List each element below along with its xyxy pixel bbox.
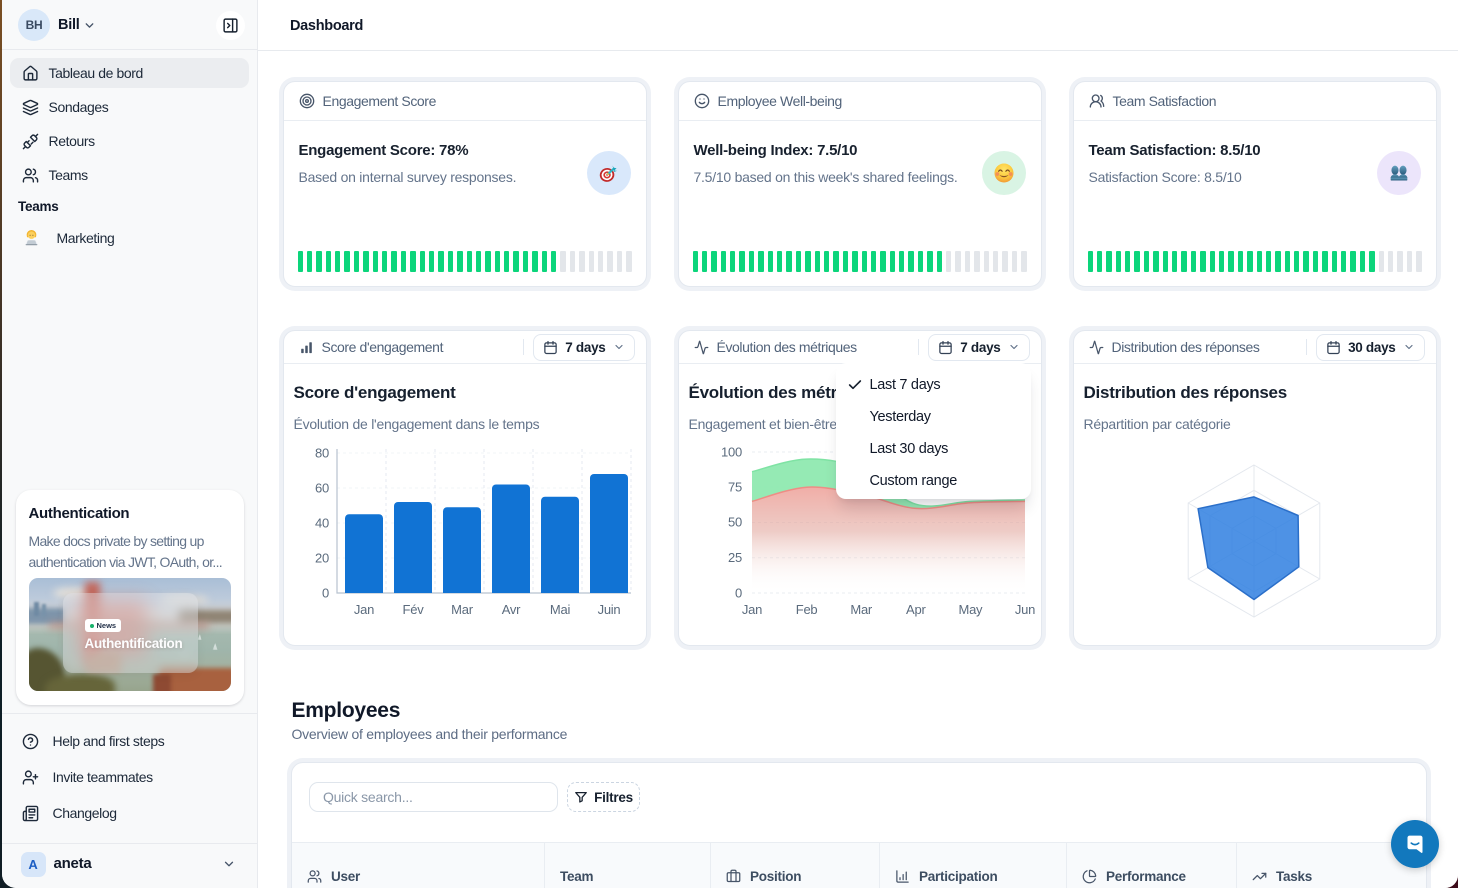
svg-text:Mar: Mar	[850, 602, 873, 617]
svg-text:Juin: Juin	[597, 602, 620, 617]
svg-text:Jun: Jun	[1014, 602, 1034, 617]
svg-text:75: 75	[728, 480, 742, 495]
svg-text:0: 0	[735, 586, 742, 601]
svg-text:0: 0	[322, 586, 329, 601]
svg-text:80: 80	[315, 446, 329, 461]
svg-text:20: 20	[315, 551, 329, 566]
svg-text:Mar: Mar	[451, 602, 474, 617]
svg-text:25: 25	[728, 550, 742, 565]
svg-text:Jan: Jan	[741, 602, 761, 617]
svg-text:Avr: Avr	[501, 602, 520, 617]
svg-text:60: 60	[315, 481, 329, 496]
svg-text:Feb: Feb	[795, 602, 817, 617]
svg-text:Mai: Mai	[549, 602, 570, 617]
svg-text:50: 50	[728, 515, 742, 530]
svg-text:Fév: Fév	[402, 602, 424, 617]
svg-text:Jan: Jan	[353, 602, 373, 617]
svg-text:40: 40	[315, 516, 329, 531]
svg-text:May: May	[958, 602, 983, 617]
svg-text:Apr: Apr	[906, 602, 926, 617]
svg-text:100: 100	[721, 445, 742, 460]
